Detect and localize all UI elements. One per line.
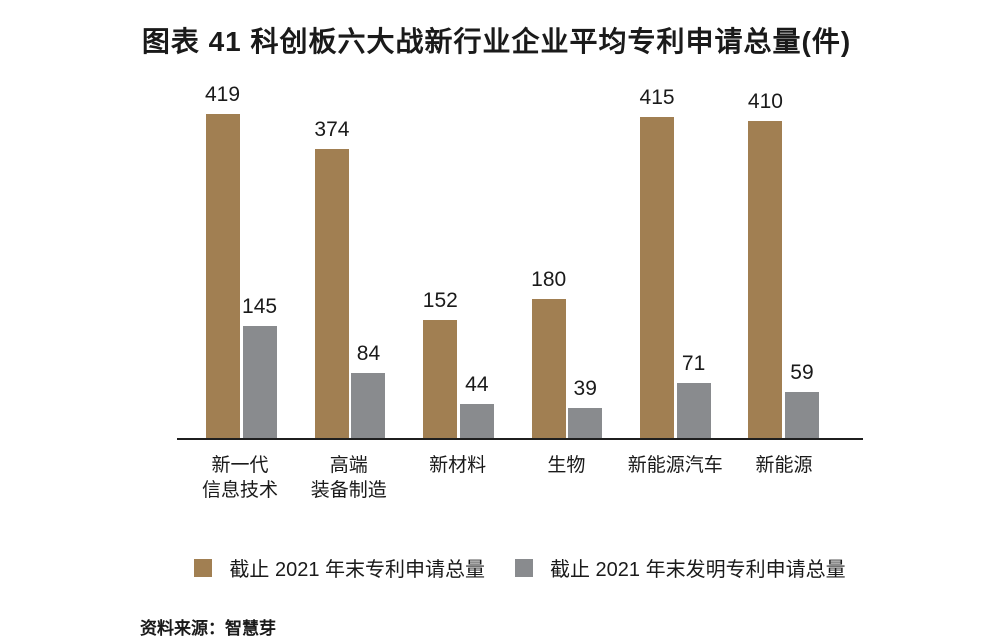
legend-label: 截止 2021 年末发明专利申请总量 — [550, 559, 846, 581]
bar-group: 152 44 — [423, 289, 494, 438]
bar-group: 180 39 — [531, 268, 603, 438]
bar-total-patents — [640, 117, 675, 438]
category-axis: 新一代 信息技术 高端 装备制造 新材料 生物 新能源汽车 新能源 — [177, 453, 863, 503]
bar-column: 180 — [531, 268, 566, 438]
value-label: 145 — [242, 295, 278, 318]
legend-item: 截止 2021 年末专利申请总量 — [194, 553, 485, 582]
value-label: 374 — [314, 118, 350, 141]
legend: 截止 2021 年末专利申请总量 截止 2021 年末发明专利申请总量 — [177, 553, 863, 582]
bar-total-patents — [205, 114, 240, 438]
plot-area: 419 145 374 84 152 44 180 39 415 71 410 59 — [177, 60, 863, 440]
legend-swatch — [515, 558, 533, 577]
category-label: 新材料 — [429, 455, 487, 476]
source-note: 资料来源：智慧芽 — [140, 619, 276, 638]
value-label: 410 — [747, 90, 783, 113]
bar-column: 410 — [748, 90, 783, 438]
bar-invention-patents — [784, 392, 819, 438]
bar-invention-patents — [568, 408, 603, 438]
value-label: 71 — [681, 352, 706, 375]
bar-column: 71 — [676, 352, 711, 438]
bar-column: 39 — [568, 377, 603, 438]
category-label: 新一代 信息技术 — [202, 455, 279, 501]
value-label: 419 — [205, 83, 241, 106]
bar-column: 145 — [242, 295, 277, 438]
legend-label: 截止 2021 年末专利申请总量 — [229, 559, 485, 581]
category-label: 新能源汽车 — [627, 455, 723, 476]
legend-item: 截止 2021 年末发明专利申请总量 — [515, 553, 846, 582]
category-label: 新能源 — [755, 455, 813, 476]
bar-column: 415 — [640, 86, 675, 438]
value-label: 84 — [356, 342, 381, 365]
category-label: 生物 — [547, 455, 586, 476]
bar-invention-patents — [459, 404, 494, 438]
value-label: 44 — [465, 373, 489, 396]
bar-column: 152 — [423, 289, 458, 438]
bar-group: 410 59 — [748, 90, 819, 438]
category-label: 高端 装备制造 — [310, 455, 387, 501]
bar-column: 419 — [205, 83, 240, 438]
bar-total-patents — [748, 121, 783, 438]
legend-swatch — [194, 558, 213, 577]
bar-invention-patents — [676, 383, 711, 438]
value-label: 39 — [573, 377, 597, 400]
bar-column: 59 — [784, 361, 819, 438]
bar-total-patents — [314, 149, 349, 438]
bar-group: 419 145 — [205, 83, 277, 438]
bar-column: 44 — [459, 373, 494, 438]
bar-invention-patents — [351, 373, 386, 438]
bar-column: 374 — [314, 118, 349, 438]
bar-total-patents — [423, 320, 458, 438]
bar-group: 415 71 — [640, 86, 711, 438]
value-label: 152 — [422, 289, 458, 312]
bar-column: 84 — [351, 342, 386, 438]
value-label: 415 — [639, 86, 675, 109]
bar-total-patents — [531, 299, 566, 438]
bar-group: 374 84 — [314, 118, 386, 438]
value-label: 180 — [531, 268, 567, 291]
bar-invention-patents — [242, 326, 277, 438]
chart-title: 图表 41 科创板六大战新行业企业平均专利申请总量(件) — [141, 26, 852, 57]
value-label: 59 — [790, 361, 814, 384]
